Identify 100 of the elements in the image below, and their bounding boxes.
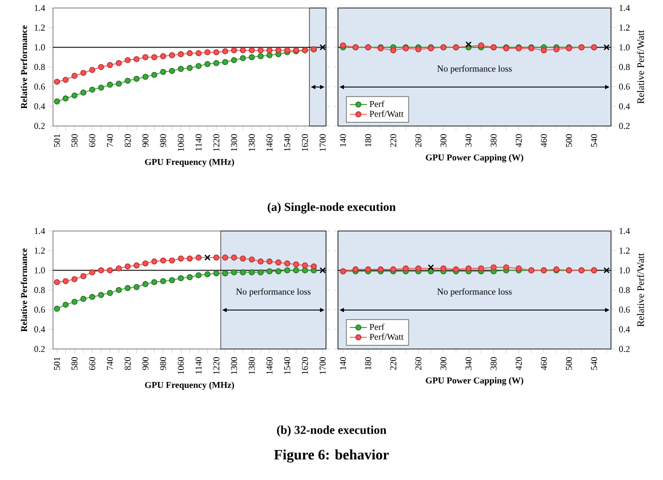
x-tick-label: 380 [490, 134, 497, 147]
y-axis-title: Relative Performance [20, 248, 28, 332]
x-tick-label: 300 [440, 357, 446, 370]
x-tick-label: 1300 [231, 134, 238, 152]
x-tick-label: 1540 [284, 134, 290, 152]
x-tick-label: 420 [516, 134, 522, 148]
x-tick-label: 1220 [213, 357, 220, 374]
caption: Figure 6: behavior [274, 449, 389, 463]
y-tick-label: 1.2 [34, 248, 45, 254]
x-tick-label: 500 [566, 357, 572, 370]
x-tick-label: 1700 [320, 134, 326, 152]
x-tick-label: 900 [142, 357, 148, 370]
x-tick-label: 1060 [178, 357, 184, 374]
x-axis-title: GPU Power Capping (W) [426, 154, 524, 162]
x-tick-label: 1380 [248, 134, 255, 152]
legend-label: Perf [370, 100, 384, 108]
y-tick-label: 1.2 [34, 24, 45, 31]
x-axis-title: GPU Frequency (MHz) [145, 382, 234, 390]
y-tick-label: 1.4 [34, 228, 46, 234]
x-tick-label: 1140 [196, 357, 202, 374]
band-label: No performance loss [437, 65, 512, 74]
x-tick-label: 980 [160, 357, 166, 370]
x-tick-label: 340 [466, 134, 472, 147]
x-tick-label: 580 [71, 357, 78, 370]
x-tick-label: 340 [466, 357, 472, 370]
x-tick-label: 820 [124, 134, 131, 147]
x-tick-label: 501 [54, 134, 60, 147]
y-tick-label: 0.6 [34, 306, 45, 313]
y2-tick-label: 0.4 [619, 103, 630, 110]
x-tick-label: 1060 [178, 134, 184, 152]
legend-label: Perf/Watt [370, 333, 404, 340]
y2-axis-title: Relative Perf/Watt [636, 253, 644, 327]
x-tick-label: 740 [106, 357, 113, 370]
x-tick-label: 900 [142, 134, 148, 148]
x-tick-label: 1460 [266, 357, 273, 374]
y2-tick-label: 0.2 [619, 346, 630, 352]
y-tick-label: 0.2 [34, 122, 45, 130]
x-tick-label: 1620 [302, 134, 308, 152]
y2-axis-title: Relative Perf/Watt [636, 30, 644, 104]
x-tick-label: 540 [591, 134, 598, 147]
legend-label: Perf [370, 324, 384, 330]
x-tick-label: 140 [340, 134, 346, 147]
x-axis-title: GPU Frequency (MHz) [145, 158, 234, 167]
y2-tick-label: 1.2 [620, 248, 630, 254]
x-tick-label: 460 [540, 357, 547, 370]
x-tick-label: 500 [566, 134, 572, 147]
y2-tick-label: 0.2 [619, 122, 630, 130]
x-tick-label: 1140 [196, 134, 202, 151]
y-tick-label: 0.4 [34, 103, 46, 110]
y-axis-title: Relative Performance [20, 25, 28, 109]
x-tick-label: 380 [490, 357, 497, 370]
x-tick-label: 420 [516, 357, 522, 370]
band-label: No performance loss [236, 288, 311, 296]
y2-tick-label: 0.4 [619, 326, 630, 332]
y2-tick-label: 0.6 [619, 306, 630, 313]
y-tick-label: 0.8 [34, 286, 45, 294]
y2-tick-label: 1.2 [620, 24, 630, 31]
x-tick-label: 580 [71, 134, 78, 147]
x-tick-label: 300 [440, 134, 446, 147]
x-tick-label: 540 [591, 357, 598, 370]
x-tick-label: 220 [390, 357, 396, 370]
x-tick-label: 140 [340, 357, 346, 370]
band-label: No performance loss [437, 288, 512, 296]
x-tick-label: 660 [89, 134, 96, 147]
y-tick-label: 0.2 [34, 346, 45, 352]
y2-tick-label: 1.0 [620, 267, 630, 274]
text: (b) 32-node execution [277, 426, 386, 436]
x-tick-label: 260 [415, 134, 422, 147]
x-tick-label: 1700 [320, 357, 326, 374]
y2-tick-label: 0.8 [619, 286, 630, 294]
x-tick-label: 1380 [248, 357, 255, 374]
x-tick-label: 501 [54, 357, 60, 370]
x-tick-label: 1540 [284, 357, 290, 374]
y2-tick-label: 1.4 [620, 4, 630, 12]
x-tick-label: 1460 [266, 134, 273, 152]
x-tick-label: 1300 [231, 357, 238, 374]
y-tick-label: 1.0 [34, 44, 45, 50]
x-tick-label: 740 [106, 134, 113, 147]
y-tick-label: 0.8 [34, 64, 45, 70]
x-tick-label: 980 [160, 134, 166, 148]
y2-tick-label: 1.0 [620, 44, 630, 50]
y2-tick-label: 0.8 [619, 64, 630, 70]
y-tick-label: 1.0 [34, 267, 45, 274]
y-tick-label: 0.6 [34, 84, 45, 90]
legend-label: Perf/Watt [370, 110, 404, 117]
y2-tick-label: 1.4 [620, 228, 630, 234]
x-tick-label: 180 [365, 134, 372, 147]
y2-tick-label: 0.6 [619, 84, 630, 90]
y-tick-label: 1.4 [34, 4, 46, 12]
x-tick-label: 660 [89, 357, 96, 370]
x-tick-label: 180 [365, 357, 372, 370]
text: (a) Single-node execution [268, 202, 396, 214]
x-axis-title: GPU Power Capping (W) [426, 377, 524, 386]
x-tick-label: 460 [540, 134, 547, 148]
x-tick-label: 260 [415, 357, 422, 370]
y-tick-label: 0.4 [34, 326, 46, 332]
x-tick-label: 1220 [213, 134, 220, 152]
x-tick-label: 820 [124, 357, 131, 370]
x-tick-label: 220 [390, 134, 396, 147]
x-tick-label: 1620 [302, 357, 308, 374]
